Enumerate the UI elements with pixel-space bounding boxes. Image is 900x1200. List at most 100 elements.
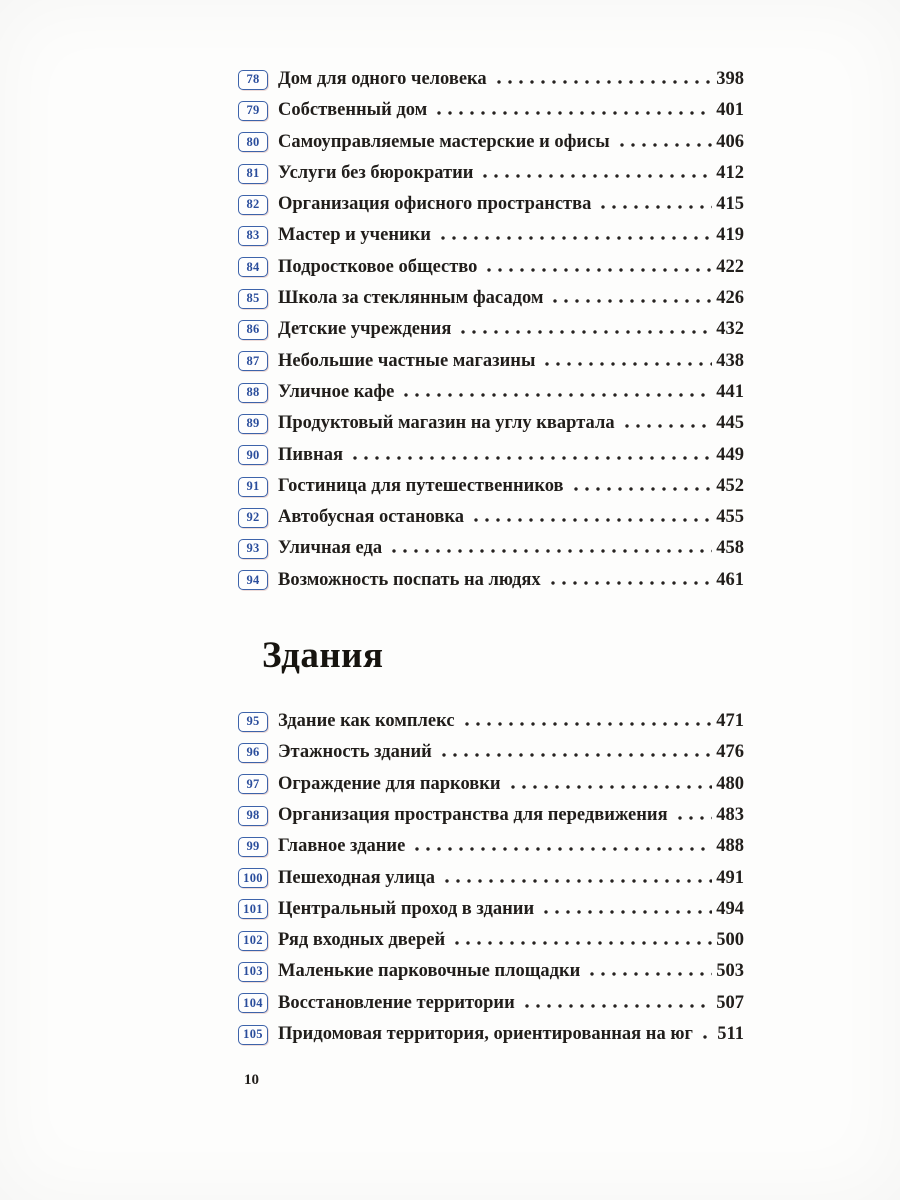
entry-title: Главное здание xyxy=(278,836,406,857)
entry-page-number: 491 xyxy=(716,867,744,888)
entry-title: Маленькие парковочные площадки xyxy=(278,961,581,982)
entry-page-number: 441 xyxy=(716,381,744,402)
toc-entry: 100 Пешеходная улица 491 xyxy=(238,863,744,894)
entry-page-number: 445 xyxy=(716,413,744,434)
entry-number-badge: 81 xyxy=(238,163,268,184)
entry-title: Уличное кафе xyxy=(278,381,395,402)
entry-page-number: 483 xyxy=(716,804,744,825)
entry-number-badge: 104 xyxy=(238,993,268,1014)
toc-entry: 91 Гостиница для путешественников 452 xyxy=(238,471,744,502)
entry-number-badge: 92 xyxy=(238,507,268,528)
entry-page-number: 461 xyxy=(716,569,744,590)
entry-page-number: 438 xyxy=(716,350,744,371)
entry-title: Автобусная остановка xyxy=(278,507,465,528)
entry-page-number: 500 xyxy=(716,930,744,951)
toc-entry: 102 Ряд входных дверей 500 xyxy=(238,925,744,956)
entry-number-badge: 91 xyxy=(238,476,268,497)
entry-number-badge: 99 xyxy=(238,836,268,857)
toc-entry: 104 Восстановление территории 507 xyxy=(238,988,744,1019)
dot-leader xyxy=(434,111,713,116)
entry-title: Небольшие частные магазины xyxy=(278,350,536,371)
dot-leader xyxy=(480,173,713,178)
toc-entry: 98 Организация пространства для передвиж… xyxy=(238,800,744,831)
toc-entry: 80 Самоуправляемые мастерские и офисы 40… xyxy=(238,127,744,158)
entry-title: Школа за стеклянным фасадом xyxy=(278,288,544,309)
entry-page-number: 480 xyxy=(716,773,744,794)
toc-rows: 95 Здание как комплекс 471 96 Этажность … xyxy=(238,706,744,1050)
toc-sections: 78 Дом для одного человека 398 79 Собств… xyxy=(238,64,744,1050)
toc-entry: 95 Здание как комплекс 471 xyxy=(238,706,744,737)
entry-number-badge: 90 xyxy=(238,445,268,466)
entry-title: Придомовая территория, ориентированная н… xyxy=(278,1024,693,1045)
toc-entry: 101 Центральный проход в здании 494 xyxy=(238,894,744,925)
entry-title: Продуктовый магазин на углу квартала xyxy=(278,413,615,434)
dot-leader xyxy=(699,1035,714,1040)
toc-entry: 84 Подростковое общество 422 xyxy=(238,252,744,283)
section-heading: Здания xyxy=(262,635,384,677)
entry-page-number: 455 xyxy=(716,507,744,528)
dot-leader xyxy=(541,909,713,914)
toc-entry: 82 Организация офисного пространства 415 xyxy=(238,189,744,220)
entry-number-badge: 88 xyxy=(238,382,268,403)
entry-page-number: 419 xyxy=(716,225,744,246)
toc-section: Здания 95 Здание как комплекс 471 96 Эта… xyxy=(238,633,744,1050)
entry-number-badge: 87 xyxy=(238,351,268,372)
dot-leader xyxy=(389,549,713,554)
toc-entry: 92 Автобусная остановка 455 xyxy=(238,502,744,533)
dot-leader xyxy=(507,784,713,789)
entry-title: Организация офисного пространства xyxy=(278,194,592,215)
entry-title: Детские учреждения xyxy=(278,319,452,340)
dot-leader xyxy=(484,267,713,272)
dot-leader xyxy=(441,878,713,883)
entry-title: Центральный проход в здании xyxy=(278,898,535,919)
entry-page-number: 422 xyxy=(716,256,744,277)
entry-number-badge: 96 xyxy=(238,742,268,763)
entry-title: Здание как комплекс xyxy=(278,711,455,732)
dot-leader xyxy=(542,361,713,366)
toc-entry: 90 Пивная 449 xyxy=(238,440,744,471)
entry-page-number: 511 xyxy=(717,1024,744,1045)
entry-number-badge: 105 xyxy=(238,1024,268,1045)
entry-page-number: 406 xyxy=(716,131,744,152)
dot-leader xyxy=(461,722,713,727)
entry-title: Ряд входных дверей xyxy=(278,930,446,951)
entry-title: Пивная xyxy=(278,444,343,465)
toc-entry: 88 Уличное кафе 441 xyxy=(238,377,744,408)
dot-leader xyxy=(458,330,713,335)
entry-number-badge: 100 xyxy=(238,868,268,889)
entry-title: Ограждение для парковки xyxy=(278,773,501,794)
entry-page-number: 507 xyxy=(716,992,744,1013)
folio-page-number: 10 xyxy=(244,1072,259,1089)
entry-title: Пешеходная улица xyxy=(278,867,435,888)
entry-number-badge: 89 xyxy=(238,413,268,434)
entry-number-badge: 95 xyxy=(238,711,268,732)
entry-title: Организация пространства для передвижени… xyxy=(278,804,668,825)
entry-title: Собственный дом xyxy=(278,100,428,121)
entry-number-badge: 101 xyxy=(238,899,268,920)
dot-leader xyxy=(452,941,713,946)
entry-page-number: 488 xyxy=(716,836,744,857)
entry-number-badge: 85 xyxy=(238,288,268,309)
toc-entry: 105 Придомовая территория, ориентированн… xyxy=(238,1019,744,1050)
toc-entry: 103 Маленькие парковочные площадки 503 xyxy=(238,956,744,987)
toc-entry: 94 Возможность поспать на людях 461 xyxy=(238,565,744,596)
dot-leader xyxy=(438,753,713,758)
entry-title: Восстановление территории xyxy=(278,992,515,1013)
entry-page-number: 398 xyxy=(716,69,744,89)
entry-page-number: 458 xyxy=(716,538,744,559)
dot-leader xyxy=(616,142,713,147)
dot-leader xyxy=(570,486,713,491)
toc-entry: 85 Школа за стеклянным фасадом 426 xyxy=(238,283,744,314)
entry-number-badge: 83 xyxy=(238,226,268,247)
entry-number-badge: 80 xyxy=(238,132,268,153)
entry-title: Дом для одного человека xyxy=(278,69,487,89)
entry-title: Самоуправляемые мастерские и офисы xyxy=(278,131,610,152)
dot-leader xyxy=(401,392,713,397)
toc-rows: 78 Дом для одного человека 398 79 Собств… xyxy=(238,64,744,596)
toc-entry: 78 Дом для одного человека 398 xyxy=(238,64,744,95)
entry-number-badge: 103 xyxy=(238,962,268,983)
dot-leader xyxy=(587,972,713,977)
entry-number-badge: 97 xyxy=(238,774,268,795)
toc-page: 78 Дом для одного человека 398 79 Собств… xyxy=(238,0,744,1089)
